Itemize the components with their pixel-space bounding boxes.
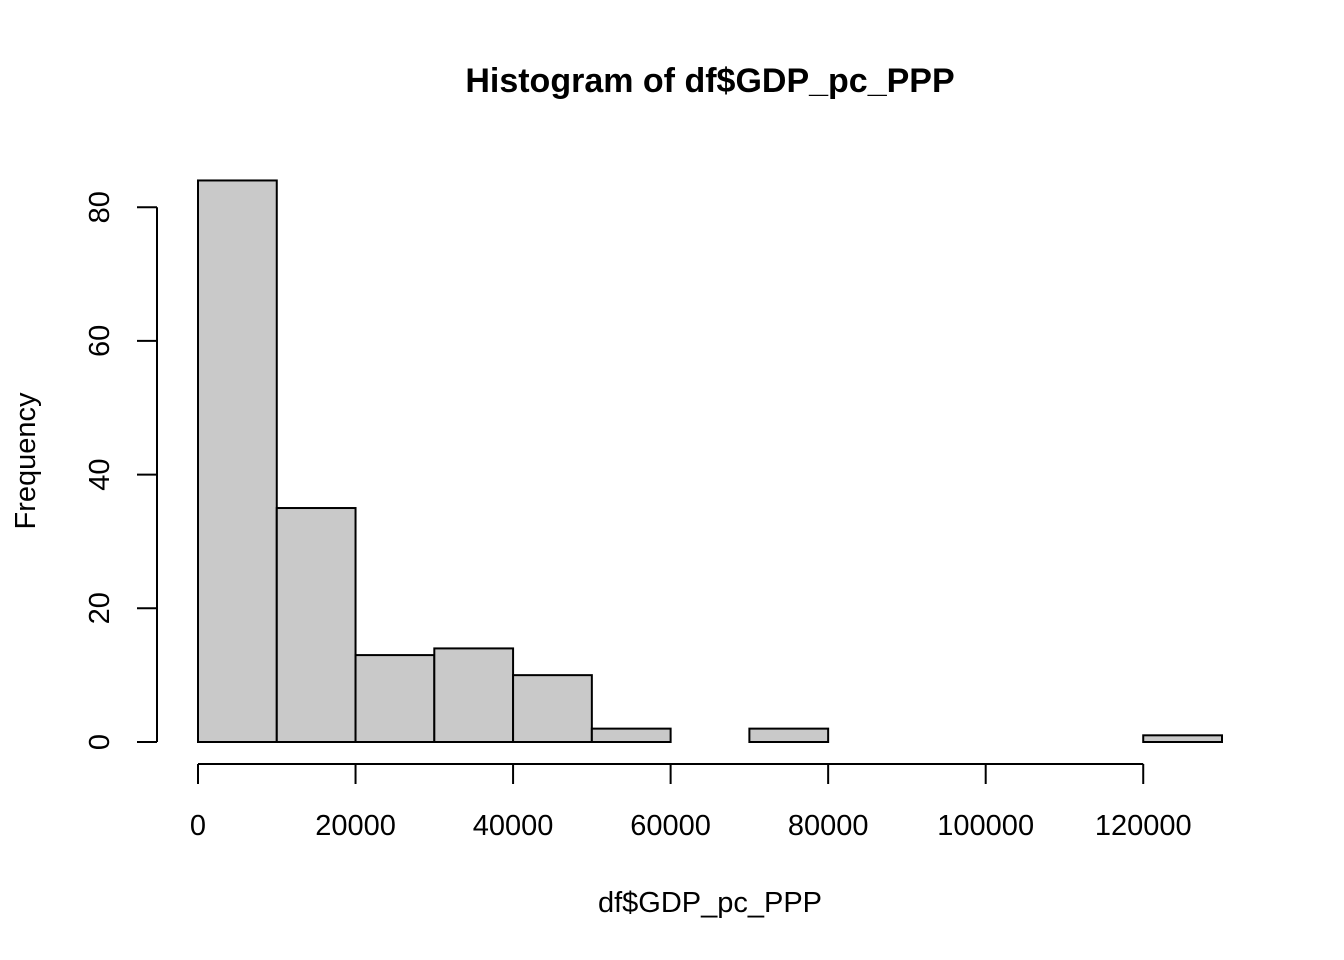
y-axis-label: Frequency (10, 392, 42, 530)
histogram-bar (433, 647, 515, 743)
x-axis-label: df$GDP_pc_PPP (598, 887, 822, 919)
y-tick-label: 80 (84, 191, 116, 223)
x-tick-label: 80000 (788, 810, 869, 842)
x-tick-label: 60000 (630, 810, 711, 842)
histogram-bar (354, 654, 436, 743)
x-tick-label: 100000 (937, 810, 1034, 842)
x-tick-label: 40000 (473, 810, 554, 842)
histogram-bar (590, 727, 672, 744)
y-tick-label: 0 (84, 734, 116, 750)
histogram-bar (197, 179, 278, 743)
histogram-bar (748, 727, 830, 744)
histogram-bar (1142, 734, 1223, 744)
x-tick-label: 20000 (315, 810, 396, 842)
x-tick-label: 0 (190, 810, 206, 842)
y-axis: 0 20 40 60 80 (84, 191, 158, 750)
histogram-bar (512, 674, 593, 744)
y-tick-label: 20 (84, 592, 116, 624)
y-tick-label: 40 (84, 458, 116, 490)
chart-title: Histogram of df$GDP_pc_PPP (465, 62, 954, 100)
histogram-bars (197, 179, 1223, 744)
x-tick-label: 120000 (1095, 810, 1192, 842)
x-axis: 0 20000 40000 60000 80000 100000 120000 (190, 763, 1192, 842)
y-tick-label: 60 (84, 325, 116, 357)
histogram-bar (275, 507, 357, 743)
